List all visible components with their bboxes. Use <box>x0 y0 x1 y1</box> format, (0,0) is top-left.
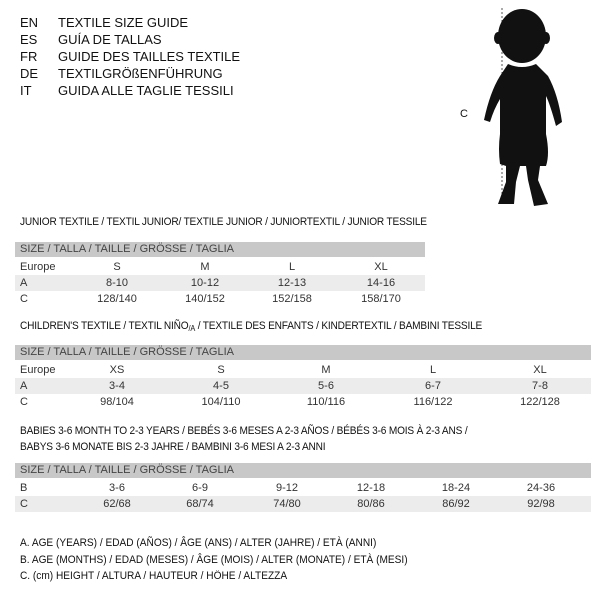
language-list: EN TEXTILE SIZE GUIDE ES GUÍA DE TALLAS FR GU… <box>20 14 240 99</box>
table-cell: 7-8 <box>532 380 548 392</box>
row-label: Europe <box>20 364 56 376</box>
language-row: FR GUIDE DES TAILLES TEXTILE <box>20 48 240 65</box>
table-cell: 10-12 <box>190 277 220 289</box>
table-cell: 122/128 <box>520 396 560 408</box>
table-cell: 12-18 <box>356 482 386 494</box>
language-row: IT GUIDA ALLE TAGLIE TESSILI <box>20 82 234 99</box>
children-title-suffix: /A <box>188 324 196 333</box>
table-cell: 98/104 <box>100 396 134 408</box>
table-cell: XS <box>109 364 125 376</box>
row-label: C <box>20 498 28 510</box>
table-cell: 4-5 <box>213 380 229 392</box>
table-cell: 6-9 <box>192 482 208 494</box>
table-cell: M <box>200 261 210 273</box>
language-title: TEXTILE SIZE GUIDE <box>58 15 189 30</box>
table-cell: 14-16 <box>366 277 396 289</box>
table-cell: 128/140 <box>97 293 137 305</box>
table-cell: 158/170 <box>361 293 401 305</box>
table-cell: 3-6 <box>109 482 125 494</box>
babies-title-line2: BABYS 3-6 MONATE BIS 2-3 JAHRE / BAMBINI… <box>20 441 326 453</box>
row-label: A <box>20 277 28 289</box>
height-label: C <box>460 108 468 120</box>
table-cell: 80/86 <box>357 498 385 510</box>
size-header: SIZE / TALLA / TAILLE / GRÖSSE / TAGLIA <box>15 345 591 360</box>
table-cell: XL <box>533 364 547 376</box>
language-title: TEXTILGRÖßENFÜHRUNG <box>58 66 223 81</box>
table-row: C 62/68 68/74 74/80 80/86 86/92 92/98 <box>15 496 591 512</box>
table-cell: 6-7 <box>425 380 441 392</box>
legend-c: C. (cm) HEIGHT / ALTURA / HAUTEUR / HÖHE… <box>20 570 288 582</box>
table-cell: 92/98 <box>527 498 555 510</box>
row-label: C <box>20 293 28 305</box>
table-cell: 62/68 <box>103 498 131 510</box>
babies-title-line1: BABIES 3-6 MONTH TO 2-3 YEARS / BEBÉS 3-… <box>20 425 468 437</box>
language-code: IT <box>20 83 32 98</box>
table-cell: 8-10 <box>105 277 129 289</box>
children-size-table: SIZE / TALLA / TAILLE / GRÖSSE / TAGLIA … <box>15 345 591 410</box>
row-label: B <box>20 482 28 494</box>
legend-b: B. AGE (MONTHS) / EDAD (MESES) / ÂGE (MO… <box>20 554 408 566</box>
babies-size-table: SIZE / TALLA / TAILLE / GRÖSSE / TAGLIA … <box>15 463 591 512</box>
language-code: EN <box>20 15 39 30</box>
table-row: A 3-4 4-5 5-6 6-7 7-8 <box>15 378 591 394</box>
row-label: Europe <box>20 261 56 273</box>
language-code: DE <box>20 66 39 81</box>
table-cell: 152/158 <box>272 293 312 305</box>
language-title: GUIDA ALLE TAGLIE TESSILI <box>58 83 234 98</box>
table-cell: L <box>429 364 437 376</box>
table-cell: 18-24 <box>441 482 471 494</box>
row-label: A <box>20 380 28 392</box>
table-cell: 110/116 <box>306 396 346 408</box>
table-row: A 8-10 10-12 12-13 14-16 <box>15 275 425 291</box>
table-cell: 104/110 <box>201 396 241 408</box>
table-cell: XL <box>374 261 388 273</box>
table-row: B 3-6 6-9 9-12 12-18 18-24 24-36 <box>15 480 591 496</box>
table-row: Europe XS S M L XL <box>15 362 591 378</box>
size-header: SIZE / TALLA / TAILLE / GRÖSSE / TAGLIA <box>15 242 425 257</box>
language-code: FR <box>20 49 38 64</box>
row-label: C <box>20 396 28 408</box>
table-row: C 98/104 104/110 110/116 116/122 122/128 <box>15 394 591 410</box>
language-title: GUIDE DES TAILLES TEXTILE <box>58 49 241 64</box>
language-title: GUÍA DE TALLAS <box>58 32 162 47</box>
language-row: EN TEXTILE SIZE GUIDE <box>20 14 188 31</box>
language-row: DE TEXTILGRÖßENFÜHRUNG <box>20 65 223 82</box>
table-cell: 116/122 <box>413 396 453 408</box>
table-cell: 68/74 <box>186 498 214 510</box>
table-row: Europe S M L XL <box>15 259 425 275</box>
junior-size-table: SIZE / TALLA / TAILLE / GRÖSSE / TAGLIA … <box>15 242 425 307</box>
junior-title: JUNIOR TEXTILE / TEXTIL JUNIOR/ TEXTILE … <box>20 216 427 228</box>
table-row: C 128/140 140/152 152/158 158/170 <box>15 291 425 307</box>
table-cell: 5-6 <box>318 380 334 392</box>
table-cell: 3-4 <box>109 380 125 392</box>
table-cell: 9-12 <box>275 482 299 494</box>
legend-a: A. AGE (YEARS) / EDAD (AÑOS) / ÂGE (ANS)… <box>20 537 377 549</box>
table-cell: 12-13 <box>277 277 307 289</box>
table-cell: 74/80 <box>273 498 301 510</box>
child-silhouette-icon <box>484 8 562 206</box>
size-header: SIZE / TALLA / TAILLE / GRÖSSE / TAGLIA <box>15 463 591 478</box>
table-cell: S <box>217 364 225 376</box>
table-cell: M <box>321 364 331 376</box>
table-cell: 86/92 <box>442 498 470 510</box>
language-row: ES GUÍA DE TALLAS <box>20 31 162 48</box>
language-code: ES <box>20 32 38 47</box>
table-cell: 140/152 <box>185 293 225 305</box>
table-cell: S <box>113 261 121 273</box>
children-title: CHILDREN'S TEXTILE / TEXTIL NIÑO/A / TEX… <box>20 320 483 333</box>
table-cell: L <box>288 261 296 273</box>
table-cell: 24-36 <box>526 482 556 494</box>
